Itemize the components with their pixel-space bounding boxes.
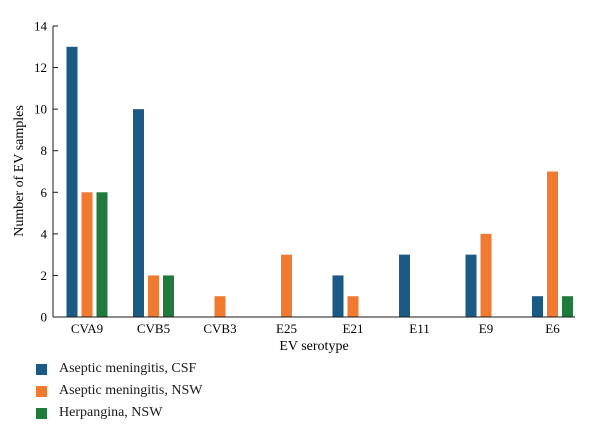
legend-label-herpangina-nsw: Herpangina, NSW (59, 405, 163, 420)
bar-cva9-series-0 (66, 46, 78, 318)
bar-cvb5-series-2 (163, 275, 174, 317)
bar-e9-series-0 (465, 254, 477, 317)
bar-e6-series-2 (562, 296, 573, 317)
legend: Aseptic meningitis, CSF Aseptic meningit… (36, 358, 203, 424)
y-tick-label: 14 (34, 19, 48, 34)
bars-group (66, 46, 573, 318)
y-axis-ticks: 0 2 4 6 8 10 12 14 (34, 19, 58, 325)
bar-cvb5-series-1 (148, 275, 159, 317)
bar-e25-series-1 (281, 254, 292, 317)
y-tick-label: 8 (41, 143, 48, 158)
bar-e6-series-0 (532, 296, 543, 317)
bar-cvb5-series-0 (133, 109, 144, 318)
legend-item-csf: Aseptic meningitis, CSF (36, 358, 203, 380)
y-tick-label: 6 (41, 185, 48, 200)
y-tick-label: 4 (41, 226, 48, 241)
y-tick-label: 2 (41, 268, 48, 283)
x-tick-label: CVB5 (137, 321, 170, 336)
legend-item-am-nsw: Aseptic meningitis, NSW (36, 380, 203, 402)
bar-e6-series-1 (547, 171, 558, 317)
y-tick-label: 12 (34, 60, 47, 75)
x-tick-label: E25 (276, 321, 297, 336)
legend-swatch-am-nsw (36, 385, 47, 397)
bar-cva9-series-1 (81, 192, 93, 317)
legend-swatch-herpangina-nsw (36, 407, 47, 419)
y-tick-label: 10 (34, 102, 47, 117)
x-tick-label: E11 (409, 321, 429, 336)
x-tick-label: E6 (545, 321, 560, 336)
bar-cvb3-series-1 (214, 296, 226, 317)
y-axis-title: Number of EV samples (12, 105, 27, 237)
bar-e9-series-1 (480, 233, 492, 317)
bar-e21-series-0 (332, 275, 344, 317)
x-tick-label: CVA9 (71, 321, 103, 336)
x-tick-label: E21 (343, 321, 364, 336)
x-tick-label: CVB3 (203, 321, 236, 336)
bar-e11-series-0 (399, 254, 410, 317)
x-tick-label: E9 (479, 321, 493, 336)
legend-label-csf: Aseptic meningitis, CSF (59, 361, 197, 376)
x-axis-ticks: CVA9 CVB5 CVB3 E25 E21 E11 E9 E6 (71, 321, 560, 336)
y-tick-label: 0 (41, 310, 48, 325)
legend-item-herpangina-nsw: Herpangina, NSW (36, 402, 203, 424)
bar-cva9-series-2 (96, 192, 108, 317)
legend-label-am-nsw: Aseptic meningitis, NSW (59, 383, 203, 398)
x-axis-title: EV serotype (279, 339, 348, 354)
legend-swatch-csf (36, 363, 47, 375)
bar-e21-series-1 (347, 296, 359, 317)
